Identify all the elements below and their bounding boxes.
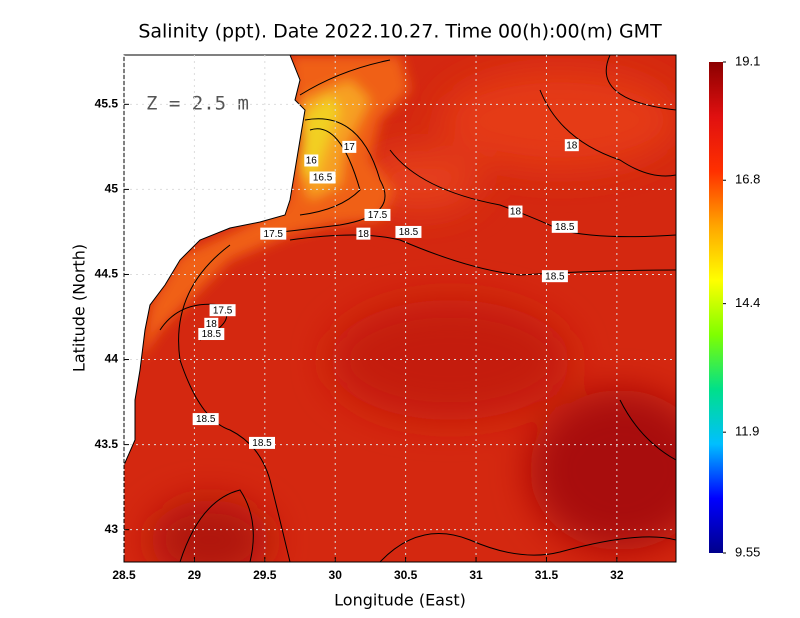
y-tick-label: 44.5 <box>95 267 119 281</box>
y-tick-label: 44 <box>105 352 119 366</box>
contour-label-box <box>309 171 336 184</box>
contour-label: 17 <box>344 142 356 153</box>
contour-label: 17.5 <box>368 210 388 221</box>
contour-label: 18.5 <box>399 227 419 238</box>
contour-label: 18 <box>358 229 370 240</box>
contour-label: 16 <box>306 156 318 167</box>
contour-label: 17.5 <box>213 305 233 316</box>
contour-label: 18.5 <box>545 271 565 282</box>
x-tick-label: 31 <box>469 568 483 582</box>
contour-label-box <box>209 304 236 317</box>
contour-label: 16.5 <box>313 173 333 184</box>
x-axis-label: Longitude (East) <box>334 591 466 610</box>
x-tick-label: 31.5 <box>535 568 559 582</box>
contour-label: 18 <box>566 140 578 151</box>
salinity-field <box>124 55 676 562</box>
colorbar-tick-label: 16.8 <box>735 172 760 187</box>
colorbar-tick-label: 14.4 <box>735 295 760 310</box>
contour-label-box <box>249 436 275 449</box>
contour-label-box <box>395 225 422 238</box>
contour-label-box <box>342 140 357 153</box>
contour-label-box <box>198 328 225 341</box>
colorbar <box>709 62 723 553</box>
colorbar-tick-label: 9.55 <box>735 544 760 559</box>
contour-label: 18 <box>510 207 522 218</box>
contour-label: 18.5 <box>252 438 272 449</box>
contour-label-box <box>551 220 578 233</box>
x-tick-label: 29 <box>188 568 202 582</box>
contour-label-box <box>304 154 319 167</box>
title: Salinity (ppt). Date 2022.10.27. Time 00… <box>138 21 662 43</box>
x-tick-label: 28.5 <box>112 568 136 582</box>
land <box>124 55 306 466</box>
contour-label: 18.5 <box>555 222 575 233</box>
y-tick-label: 43 <box>105 522 119 536</box>
colorbar-tick-label: 19.1 <box>735 53 760 68</box>
contour-label-box <box>260 227 287 240</box>
x-tick-label: 32 <box>610 568 624 582</box>
x-tick-label: 29.5 <box>253 568 277 582</box>
y-tick-label: 45.5 <box>95 97 119 111</box>
contour-label-box <box>541 270 568 283</box>
contour-label: 18 <box>206 319 218 330</box>
contour-label-box <box>364 208 391 221</box>
contour-label: 18.5 <box>202 329 222 340</box>
contour-label-box <box>356 227 371 240</box>
colorbar-tick-label: 11.9 <box>735 424 759 439</box>
x-tick-label: 30 <box>329 568 343 582</box>
contour-label-box <box>204 317 219 330</box>
contour-label-box <box>564 139 579 152</box>
x-tick-label: 30.5 <box>394 568 418 582</box>
contour-label-box <box>508 205 523 218</box>
contour-label: 18.5 <box>196 414 216 425</box>
y-tick-label: 45 <box>105 182 119 196</box>
contour-label: 17.5 <box>264 229 284 240</box>
y-tick-label: 43.5 <box>95 437 119 451</box>
y-axis-label: Latitude (North) <box>70 244 89 372</box>
depth-annotation: Z = 2.5 m <box>146 93 249 115</box>
contour-label-box <box>192 413 219 426</box>
